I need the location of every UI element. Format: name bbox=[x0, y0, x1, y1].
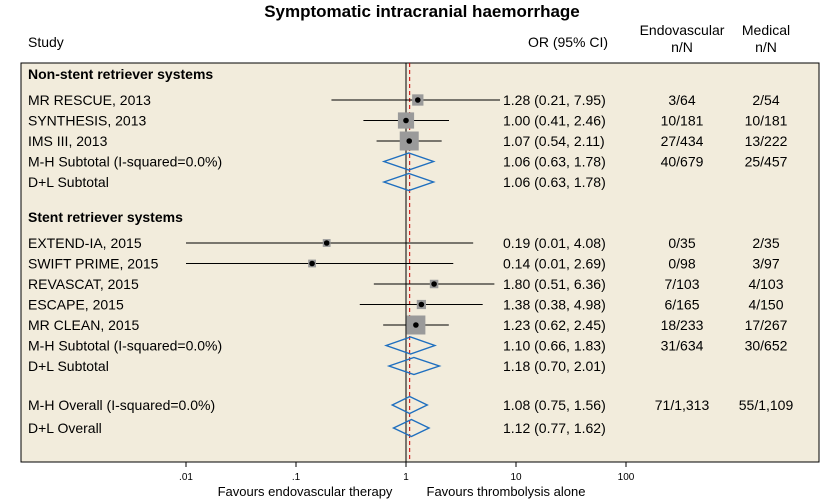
study-label: SYNTHESIS, 2013 bbox=[28, 113, 146, 129]
endovascular-count: 7/103 bbox=[664, 276, 699, 292]
point-estimate bbox=[309, 260, 315, 267]
overall-diamond bbox=[391, 418, 431, 438]
endovascular-count: 10/181 bbox=[661, 113, 704, 129]
column-header-endovascular: Endovascular bbox=[640, 22, 725, 38]
subtotal-label: M-H Subtotal (I-squared=0.0%) bbox=[28, 338, 222, 354]
endovascular-count: 40/679 bbox=[661, 154, 704, 170]
column-header-or-ci: OR (95% CI) bbox=[528, 34, 608, 50]
medical-count: 10/181 bbox=[745, 113, 788, 129]
plot-panel bbox=[20, 62, 820, 463]
endovascular-count: 27/434 bbox=[661, 133, 704, 149]
study-label: MR CLEAN, 2015 bbox=[28, 317, 139, 333]
endovascular-count: 71/1,313 bbox=[655, 397, 710, 413]
point-estimate bbox=[323, 240, 330, 246]
or-ci-text: 1.80 (0.51, 6.36) bbox=[503, 276, 606, 292]
study-label: SWIFT PRIME, 2015 bbox=[28, 256, 159, 272]
chart-title: Symptomatic intracranial haemorrhage bbox=[264, 2, 580, 21]
or-ci-text: 1.38 (0.38, 4.98) bbox=[503, 297, 606, 313]
medical-count: 55/1,109 bbox=[739, 397, 794, 413]
x-tick-label: .01 bbox=[179, 472, 193, 483]
subtotal-label: M-H Subtotal (I-squared=0.0%) bbox=[28, 154, 222, 170]
group-heading: Non-stent retriever systems bbox=[28, 66, 213, 82]
or-ci-text: 1.00 (0.41, 2.46) bbox=[503, 113, 606, 129]
overall-label: M-H Overall (I-squared=0.0%) bbox=[28, 397, 215, 413]
or-ci-text: 1.06 (0.63, 1.78) bbox=[503, 154, 606, 170]
or-ci-text: 1.10 (0.66, 1.83) bbox=[503, 338, 606, 354]
column-header-study: Study bbox=[28, 34, 64, 50]
column-header-medical: Medical bbox=[742, 22, 790, 38]
point-estimate bbox=[414, 97, 421, 103]
endovascular-count: 3/64 bbox=[668, 92, 695, 108]
medical-count: 17/267 bbox=[745, 317, 788, 333]
point-estimate bbox=[413, 322, 419, 328]
point-estimate bbox=[403, 117, 409, 124]
subtotal-diamond bbox=[386, 356, 442, 376]
point-estimate bbox=[406, 138, 413, 144]
medical-count: 2/54 bbox=[752, 92, 779, 108]
subtotal-label: D+L Subtotal bbox=[28, 358, 109, 374]
endovascular-count: 31/634 bbox=[661, 338, 704, 354]
or-ci-text: 1.06 (0.63, 1.78) bbox=[503, 174, 606, 190]
endovascular-count: 0/35 bbox=[668, 235, 695, 251]
study-label: MR RESCUE, 2013 bbox=[28, 92, 151, 108]
forest-rows: Non-stent retriever systems MR RESCUE, 20… bbox=[28, 63, 793, 462]
column-header-medical-unit: n/N bbox=[755, 39, 777, 55]
or-ci-text: 0.14 (0.01, 2.69) bbox=[503, 256, 606, 272]
medical-count: 30/652 bbox=[745, 338, 788, 354]
or-ci-text: 1.08 (0.75, 1.56) bbox=[503, 397, 606, 413]
point-estimate bbox=[418, 301, 425, 308]
medical-count: 2/35 bbox=[752, 235, 779, 251]
overall-diamond bbox=[390, 395, 429, 415]
study-label: EXTEND-IA, 2015 bbox=[28, 235, 142, 251]
subtotal-diamond bbox=[384, 336, 437, 355]
study-label: REVASCAT, 2015 bbox=[28, 276, 139, 292]
medical-count: 25/457 bbox=[745, 154, 788, 170]
subtotal-label: D+L Subtotal bbox=[28, 174, 109, 190]
axis-label-left: Favours endovascular therapy bbox=[218, 484, 393, 499]
x-tick-label: 1 bbox=[403, 472, 409, 483]
subtotal-diamond bbox=[381, 172, 436, 192]
medical-count: 13/222 bbox=[745, 133, 788, 149]
group-heading: Stent retriever systems bbox=[28, 209, 183, 225]
point-estimate bbox=[431, 281, 437, 287]
or-ci-text: 0.19 (0.01, 4.08) bbox=[503, 235, 606, 251]
medical-count: 4/150 bbox=[748, 297, 783, 313]
x-tick-label: 10 bbox=[510, 472, 522, 483]
or-ci-text: 1.12 (0.77, 1.62) bbox=[503, 420, 606, 436]
overall-label: D+L Overall bbox=[28, 420, 102, 436]
column-header-endovascular-unit: n/N bbox=[671, 39, 693, 55]
or-ci-text: 1.07 (0.54, 2.11) bbox=[503, 133, 605, 149]
endovascular-count: 18/233 bbox=[661, 317, 704, 333]
x-tick-label: .1 bbox=[292, 472, 301, 483]
or-ci-text: 1.18 (0.70, 2.01) bbox=[503, 358, 606, 374]
endovascular-count: 0/98 bbox=[668, 256, 695, 272]
study-label: IMS III, 2013 bbox=[28, 133, 108, 149]
medical-count: 4/103 bbox=[748, 276, 783, 292]
axis-label-right: Favours thrombolysis alone bbox=[427, 484, 586, 499]
medical-count: 3/97 bbox=[752, 256, 779, 272]
or-ci-text: 1.23 (0.62, 2.45) bbox=[503, 317, 606, 333]
subtotal-diamond bbox=[381, 152, 436, 171]
x-axis: .01 .1 1 10 100 bbox=[179, 462, 635, 483]
study-label: ESCAPE, 2015 bbox=[28, 297, 124, 313]
x-tick-label: 100 bbox=[618, 472, 635, 483]
endovascular-count: 6/165 bbox=[664, 297, 699, 313]
or-ci-text: 1.28 (0.21, 7.95) bbox=[503, 92, 606, 108]
